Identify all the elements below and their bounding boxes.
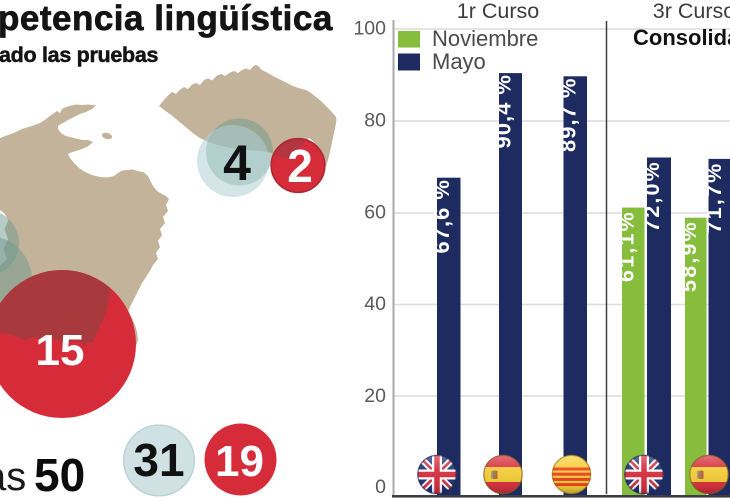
svg-text:petencia lingüística: petencia lingüística bbox=[0, 0, 333, 38]
svg-text:19: 19 bbox=[215, 437, 264, 486]
svg-text:Consolidación: Consolidación bbox=[633, 25, 730, 50]
svg-text:as: as bbox=[0, 455, 26, 499]
svg-text:80: 80 bbox=[364, 110, 386, 132]
svg-text:50: 50 bbox=[34, 449, 85, 500]
svg-text:Mayo: Mayo bbox=[432, 49, 486, 74]
svg-text:72,0%: 72,0% bbox=[640, 160, 664, 232]
svg-text:61,1%: 61,1% bbox=[614, 210, 638, 282]
svg-text:58,9%: 58,9% bbox=[677, 220, 701, 292]
svg-text:89,7 %: 89,7 % bbox=[555, 78, 580, 153]
svg-text:0: 0 bbox=[375, 476, 386, 498]
svg-text:3r Curso: 3r Curso bbox=[653, 0, 730, 23]
svg-text:60: 60 bbox=[364, 202, 386, 224]
svg-text:20: 20 bbox=[364, 385, 386, 407]
svg-text:67,6 %: 67,6 % bbox=[429, 179, 454, 254]
svg-text:4: 4 bbox=[223, 135, 251, 191]
svg-text:71,7%: 71,7% bbox=[702, 162, 726, 234]
svg-text:1r Curso: 1r Curso bbox=[457, 0, 539, 23]
svg-text:100: 100 bbox=[353, 18, 386, 40]
svg-text:Noviembre: Noviembre bbox=[432, 26, 538, 51]
svg-text:2: 2 bbox=[287, 140, 313, 192]
svg-text:40: 40 bbox=[364, 293, 386, 315]
svg-text:31: 31 bbox=[133, 434, 184, 486]
svg-text:15: 15 bbox=[36, 326, 85, 375]
svg-text:90,4 %: 90,4 % bbox=[491, 74, 516, 149]
svg-text:ado las pruebas: ado las pruebas bbox=[0, 43, 159, 67]
